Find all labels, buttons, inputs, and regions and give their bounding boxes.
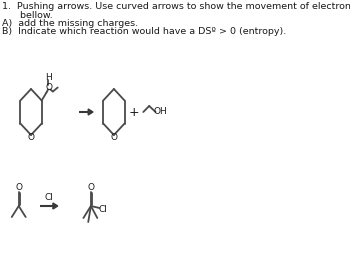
Polygon shape (53, 203, 58, 209)
Text: Cl: Cl (99, 206, 108, 215)
Text: O: O (28, 133, 35, 142)
Text: +: + (128, 105, 139, 118)
Text: A)  add the missing charges.: A) add the missing charges. (2, 19, 138, 28)
Text: O: O (88, 184, 94, 193)
Text: O: O (110, 133, 117, 142)
Polygon shape (88, 109, 93, 115)
Text: OH: OH (154, 107, 167, 116)
Text: O: O (15, 184, 22, 193)
Text: Cl: Cl (44, 193, 53, 202)
Text: O: O (46, 83, 52, 92)
Text: 1.  Pushing arrows. Use curved arrows to show the movement of electrons in the r: 1. Pushing arrows. Use curved arrows to … (2, 2, 350, 11)
Text: B)  Indicate which reaction would have a DSº > 0 (entropy).: B) Indicate which reaction would have a … (2, 27, 286, 36)
Text: bellow.: bellow. (2, 10, 53, 19)
Text: H: H (45, 73, 51, 82)
